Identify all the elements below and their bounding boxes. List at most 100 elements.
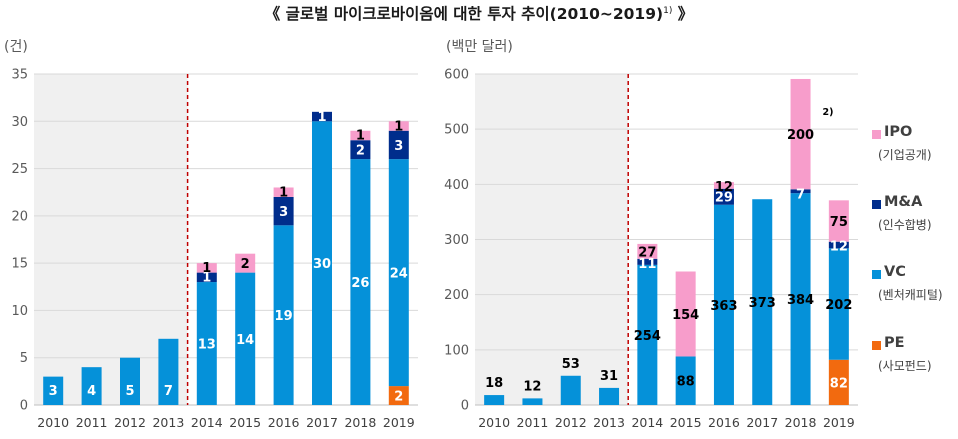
count-data-label-vc: 26 (351, 276, 369, 291)
amount-bar-ma (828, 241, 849, 249)
amount-bar-vc (713, 204, 734, 405)
amount-data-label-ipo: 12 (715, 180, 733, 195)
amount-data-label-vc: 254 (634, 329, 661, 344)
amount-y-tick-label: 200 (444, 288, 469, 303)
amount-data-label-vc: 31 (600, 369, 618, 384)
count-bar-vc (81, 367, 102, 405)
amount-data-label-vc: 12 (523, 379, 541, 394)
count-bar-vc (312, 121, 332, 406)
legend-swatch-ipo (872, 130, 881, 139)
count-bar-ma (312, 111, 332, 122)
count-bar-vc (235, 272, 256, 405)
amount-data-label-ma: 11 (638, 257, 656, 272)
amount-data-label-ipo: 154 (672, 308, 699, 323)
amount-data-label-ma: 12 (830, 240, 848, 255)
count-bar-vc (273, 225, 294, 405)
amount-x-tick-label: 2017 (746, 415, 778, 430)
count-y-tick-label: 0 (20, 399, 28, 414)
count-data-label-vc: 5 (125, 384, 134, 399)
legend-sub-pe: (사모펀드) (878, 359, 932, 373)
legend-label-ma: M&A (884, 194, 923, 210)
count-bar-ma (196, 272, 217, 283)
count-data-label-vc: 13 (198, 338, 216, 353)
count-bar-vc (43, 376, 64, 405)
count-y-tick-label: 35 (11, 68, 28, 83)
amount-x-tick-label: 2010 (478, 415, 510, 430)
amount-bar-ipo (713, 182, 734, 189)
amount-bar-ipo (790, 78, 811, 190)
count-x-tick-label: 2013 (152, 415, 184, 430)
amount-bar-vc (484, 395, 505, 405)
amount-bar-ma (790, 189, 811, 194)
count-x-tick-label: 2019 (383, 415, 415, 430)
amount-bar-pe (828, 359, 849, 405)
count-y-tick-label: 25 (11, 162, 28, 177)
amount-bar-vc (599, 387, 620, 405)
amount-x-tick-label: 2015 (670, 415, 702, 430)
count-data-label-ipo: 1 (279, 185, 288, 200)
count-x-tick-label: 2016 (268, 415, 300, 430)
amount-bar-vc (560, 375, 581, 405)
amount-data-label-vc: 384 (787, 293, 814, 308)
right-chart-unit: (백만 달러) (446, 39, 513, 55)
legend-swatch-vc (872, 270, 881, 279)
amount-bar-ma (637, 258, 658, 265)
legend-label-pe: PE (884, 335, 905, 351)
count-data-label-vc: 14 (236, 333, 254, 348)
amount-x-tick-label: 2011 (517, 415, 549, 430)
amount-data-label-ma: 7 (796, 187, 805, 202)
amount-data-label-ipo: 200 (787, 128, 814, 143)
amount-x-tick-label: 2019 (823, 415, 855, 430)
amount-bar-ma (713, 188, 734, 205)
amount-data-label-vc: 18 (485, 376, 503, 391)
amount-x-tick-label: 2014 (631, 415, 663, 430)
count-data-label-ma: 1 (202, 271, 211, 286)
count-bar-vc (158, 338, 179, 405)
count-data-label-ma: 1 (317, 110, 326, 125)
left-chart-unit: (건) (4, 39, 28, 55)
amount-bar-vc (675, 356, 696, 405)
amount-x-tick-label: 2016 (708, 415, 740, 430)
amount-bar-vc (790, 193, 811, 405)
amount-x-tick-label: 2013 (593, 415, 625, 430)
amount-data-label-vc: 53 (562, 357, 580, 372)
count-bar-ma (388, 130, 409, 160)
title-suffix: 》 (672, 5, 694, 23)
legend-swatch-ma (872, 200, 881, 209)
count-bar-ipo (388, 121, 409, 131)
count-data-label-ipo: 1 (356, 129, 365, 144)
amount-data-label-ipo: 75 (830, 215, 848, 230)
count-data-label-vc: 7 (164, 384, 173, 399)
amount-y-tick-label: 400 (444, 178, 469, 193)
count-data-label-pe: 2 (394, 390, 403, 405)
amount-data-label-ipo: 27 (638, 245, 656, 260)
legend-sub-ma: (인수합병) (878, 218, 932, 232)
count-data-label-ipo: 1 (394, 119, 403, 134)
count-bar-ma (350, 140, 371, 160)
count-bar-pe (388, 386, 409, 405)
amount-data-label-vc: 373 (749, 296, 776, 311)
amount-bar-ipo (828, 200, 849, 242)
amount-y-tick-label: 600 (444, 68, 469, 83)
count-x-tick-label: 2012 (114, 415, 146, 430)
count-data-label-vc: 3 (49, 384, 58, 399)
count-data-label-vc: 30 (313, 257, 331, 272)
amount-y-tick-label: 100 (444, 343, 469, 358)
count-data-label-ma: 3 (279, 205, 288, 220)
title-text: 《 글로벌 마이크로바이옴에 대한 투자 추이(2010~2019) (264, 5, 664, 23)
amount-footnote-mark: 2) (823, 107, 834, 118)
count-bar-ipo (235, 253, 256, 273)
count-bar-vc (350, 159, 371, 405)
count-bar-vc (388, 159, 409, 387)
amount-bar-vc (522, 398, 543, 405)
amount-data-label-vc: 363 (710, 299, 737, 314)
chart-title: 《 글로벌 마이크로바이옴에 대한 투자 추이(2010~2019)1) 》 (0, 2, 958, 24)
legend-label-vc: VC (884, 264, 906, 280)
count-x-tick-label: 2014 (191, 415, 223, 430)
count-y-tick-label: 15 (11, 257, 28, 272)
amount-chart: 0 100 200 300 400 500 600 2010 2011 2012 2013 2014 2… (444, 68, 858, 430)
amount-y-tick-label: 0 (461, 399, 469, 414)
count-x-tick-label: 2017 (306, 415, 338, 430)
count-x-tick-label: 2010 (37, 415, 69, 430)
